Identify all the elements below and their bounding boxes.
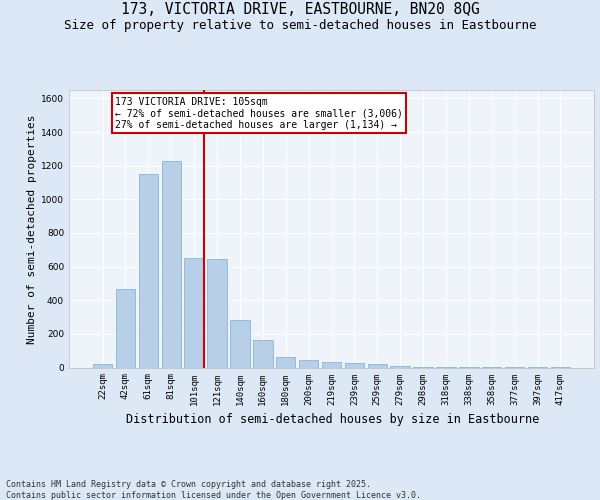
Bar: [368, 364, 387, 368]
Bar: [161, 160, 181, 368]
Bar: [116, 290, 135, 368]
Bar: [208, 259, 227, 368]
Bar: [413, 366, 433, 368]
Y-axis label: Number of semi-detached properties: Number of semi-detached properties: [27, 114, 37, 344]
Bar: [93, 364, 112, 368]
Text: Contains HM Land Registry data © Crown copyright and database right 2025.
Contai: Contains HM Land Registry data © Crown c…: [6, 480, 421, 500]
Text: Size of property relative to semi-detached houses in Eastbourne: Size of property relative to semi-detach…: [64, 19, 536, 32]
Bar: [253, 340, 272, 367]
Text: 173, VICTORIA DRIVE, EASTBOURNE, BN20 8QG: 173, VICTORIA DRIVE, EASTBOURNE, BN20 8Q…: [121, 2, 479, 18]
Bar: [230, 320, 250, 368]
Bar: [139, 174, 158, 368]
Bar: [344, 364, 364, 368]
Bar: [299, 360, 319, 368]
Text: 173 VICTORIA DRIVE: 105sqm
← 72% of semi-detached houses are smaller (3,006)
27%: 173 VICTORIA DRIVE: 105sqm ← 72% of semi…: [115, 96, 403, 130]
Text: Distribution of semi-detached houses by size in Eastbourne: Distribution of semi-detached houses by …: [127, 412, 539, 426]
Bar: [276, 358, 295, 368]
Bar: [391, 366, 410, 368]
Bar: [184, 258, 204, 368]
Bar: [322, 362, 341, 368]
